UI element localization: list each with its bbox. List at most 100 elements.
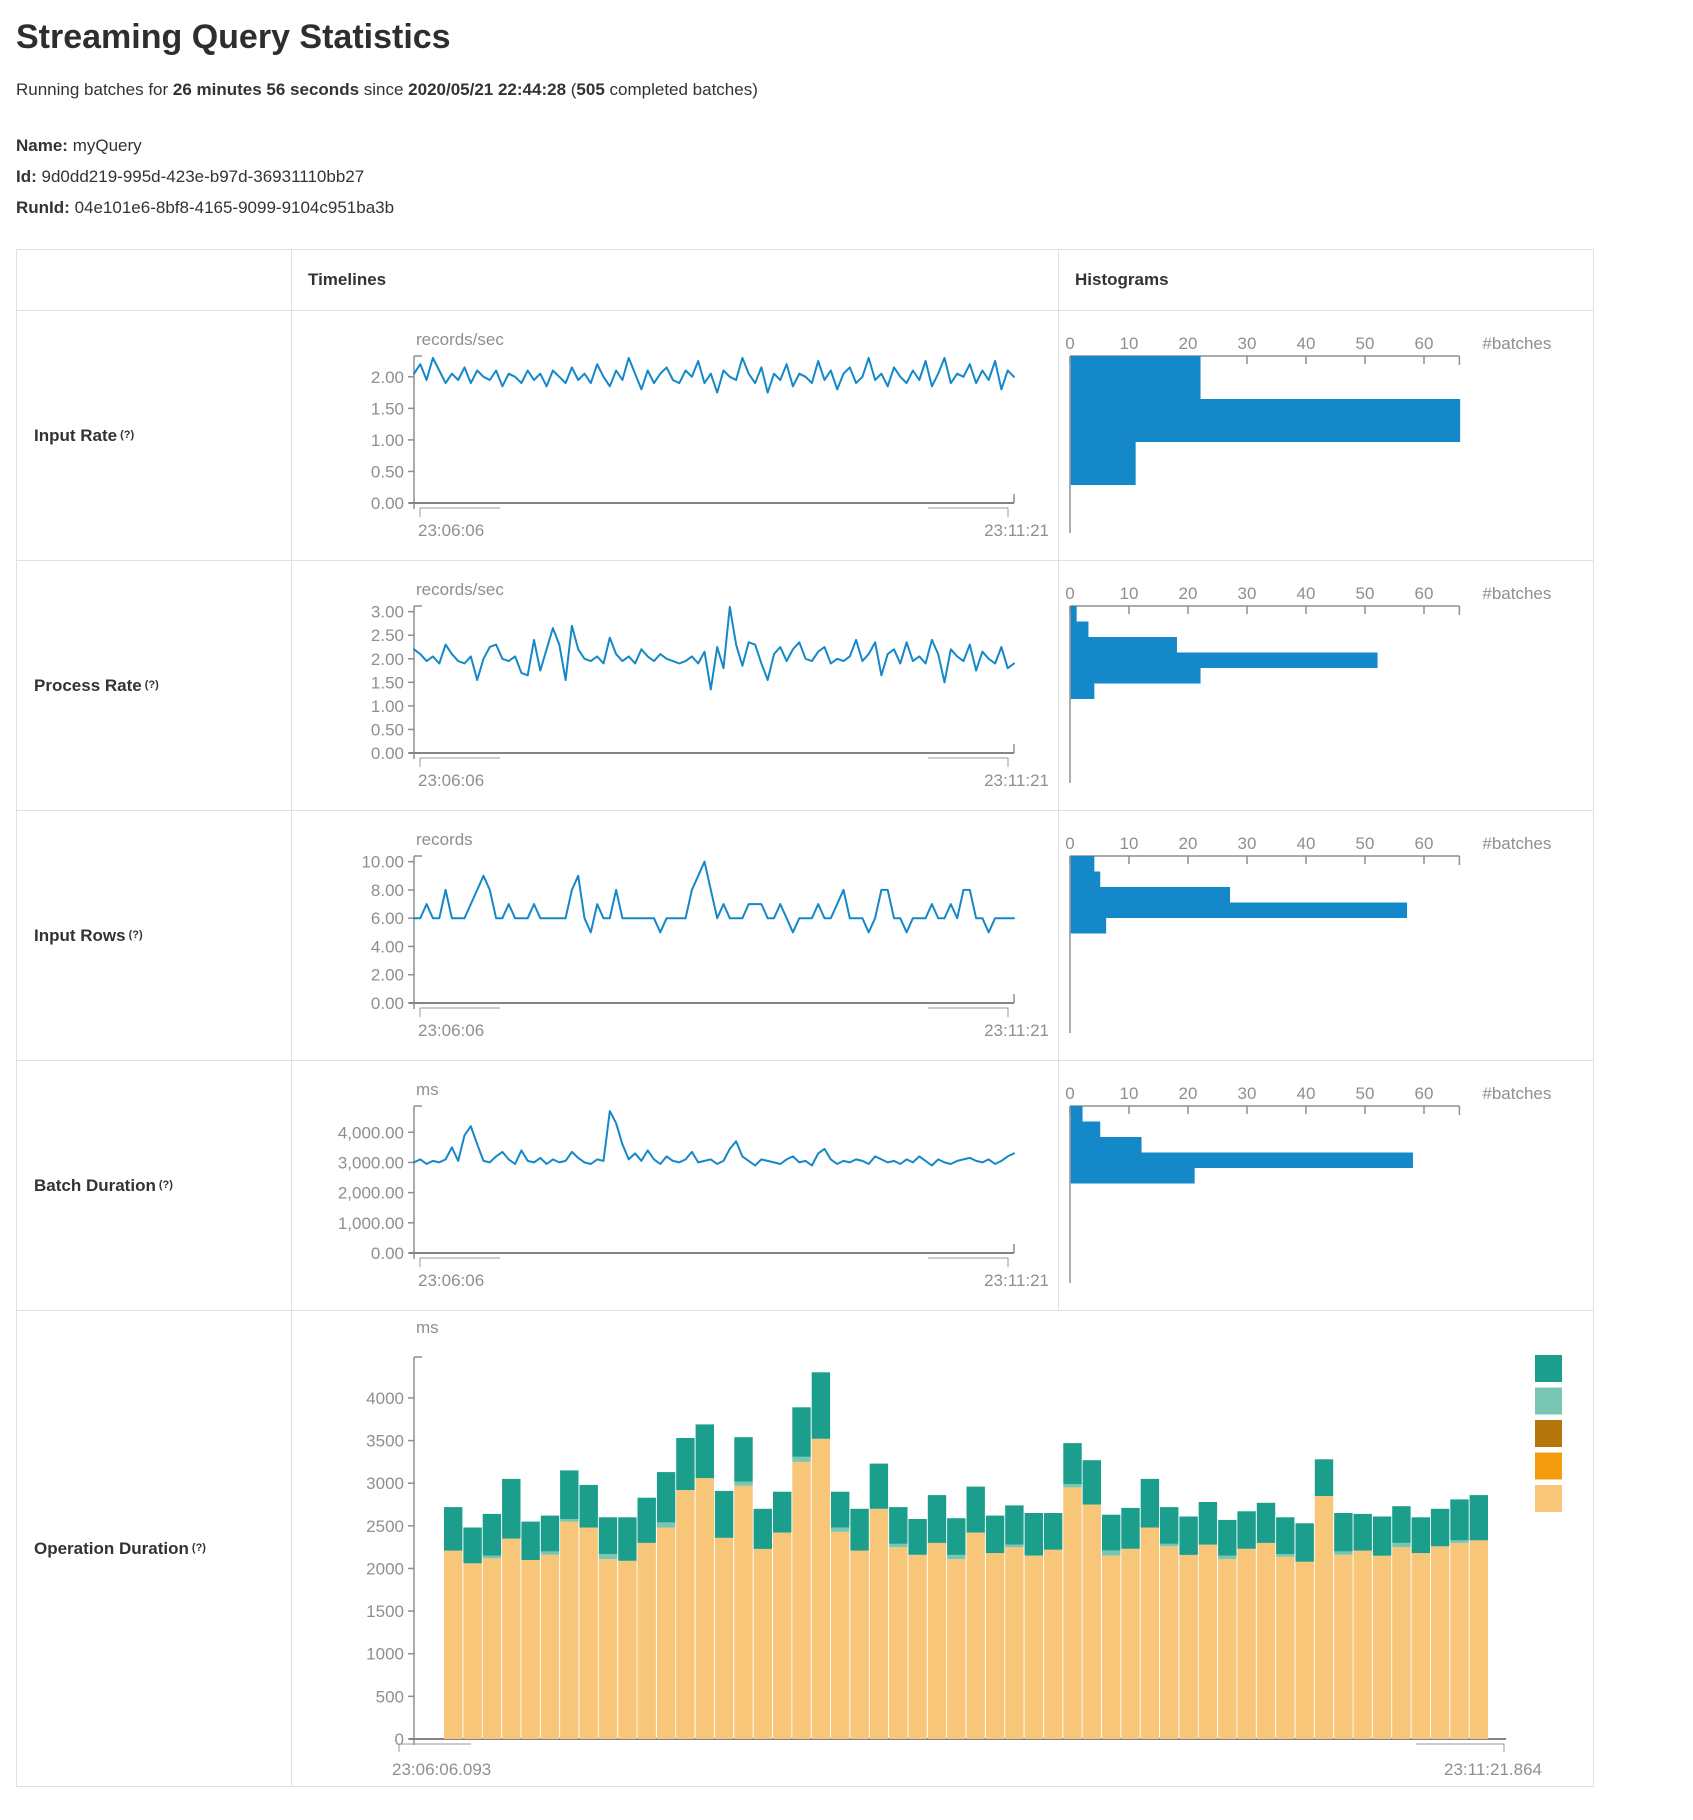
svg-text:3.00: 3.00 bbox=[371, 603, 404, 622]
svg-text:6.00: 6.00 bbox=[371, 909, 404, 928]
process-rate-help-icon[interactable]: (?) bbox=[144, 678, 159, 691]
header-empty-cell bbox=[17, 250, 292, 311]
svg-text:23:06:06.093: 23:06:06.093 bbox=[392, 1760, 491, 1779]
svg-text:20: 20 bbox=[1179, 1084, 1198, 1103]
svg-text:4,000.00: 4,000.00 bbox=[338, 1123, 404, 1142]
svg-text:#batches: #batches bbox=[1482, 334, 1551, 353]
input-rate-timeline-chart: records/sec 2.00 1.50 1.00 0.50 0.00 23:06:06 2… bbox=[371, 330, 1049, 540]
page-title: Streaming Query Statistics bbox=[16, 18, 451, 56]
query-runid-line: RunId: 04e101e6-8bf8-4165-9099-9104c951b… bbox=[16, 192, 1693, 223]
svg-text:60: 60 bbox=[1415, 334, 1434, 353]
batch-duration-timeline-cell: ms 4,000.00 3,000.00 2,000.00 1,000.00 0.00 23… bbox=[292, 1061, 1059, 1311]
svg-text:0.00: 0.00 bbox=[371, 494, 404, 513]
svg-text:2.00: 2.00 bbox=[371, 650, 404, 669]
svg-text:0.00: 0.00 bbox=[371, 994, 404, 1013]
svg-text:20: 20 bbox=[1179, 834, 1198, 853]
svg-text:1000: 1000 bbox=[366, 1645, 404, 1664]
svg-text:30: 30 bbox=[1238, 834, 1257, 853]
svg-text:10: 10 bbox=[1120, 1084, 1139, 1103]
svg-text:500: 500 bbox=[376, 1687, 404, 1706]
svg-text:2,000.00: 2,000.00 bbox=[338, 1184, 404, 1203]
row-label-batch-duration: Batch Duration (?) bbox=[17, 1061, 292, 1311]
svg-text:8.00: 8.00 bbox=[371, 881, 404, 900]
svg-text:23:06:06: 23:06:06 bbox=[418, 1271, 484, 1290]
running-batches-summary: Running batches for 26 minutes 56 second… bbox=[16, 80, 1693, 100]
svg-text:0: 0 bbox=[395, 1730, 404, 1749]
svg-text:1.00: 1.00 bbox=[371, 697, 404, 716]
header-timelines: Timelines bbox=[292, 250, 1059, 311]
svg-text:0: 0 bbox=[1065, 334, 1074, 353]
process-rate-timeline-chart: records/sec 3.00 2.50 2.00 1.50 1.00 0.50 0.00 2… bbox=[371, 580, 1049, 790]
header-histograms: Histograms bbox=[1059, 250, 1594, 311]
svg-text:#batches: #batches bbox=[1482, 1084, 1551, 1103]
svg-text:40: 40 bbox=[1297, 584, 1316, 603]
operation-duration-chart-cell: ms 4000 3500 3000 2500 2000 1500 1000 500 0 23:06:… bbox=[292, 1311, 1594, 1787]
svg-text:0.00: 0.00 bbox=[371, 744, 404, 763]
svg-text:40: 40 bbox=[1297, 334, 1316, 353]
summary-completed-count: 505 bbox=[576, 80, 605, 99]
svg-text:1.00: 1.00 bbox=[371, 431, 404, 450]
svg-text:0.00: 0.00 bbox=[371, 1244, 404, 1263]
summary-start-time: 2020/05/21 22:44:28 bbox=[408, 80, 567, 99]
svg-text:23:11:21: 23:11:21 bbox=[984, 521, 1049, 540]
svg-text:10: 10 bbox=[1120, 834, 1139, 853]
svg-text:23:11:21: 23:11:21 bbox=[984, 1021, 1049, 1040]
input-rate-help-icon[interactable]: (?) bbox=[120, 428, 135, 441]
input-rate-histogram-chart: 0 10 20 30 40 50 60 #batches bbox=[1065, 334, 1551, 533]
id-value: 9d0dd219-995d-423e-b97d-36931110bb27 bbox=[41, 167, 365, 186]
svg-text:1500: 1500 bbox=[366, 1602, 404, 1621]
input-rows-histogram-chart: 0 10 20 30 40 50 60 #batches bbox=[1065, 834, 1551, 1033]
svg-text:3,000.00: 3,000.00 bbox=[338, 1153, 404, 1172]
svg-text:30: 30 bbox=[1238, 584, 1257, 603]
svg-text:2.50: 2.50 bbox=[371, 626, 404, 645]
svg-text:40: 40 bbox=[1297, 834, 1316, 853]
svg-text:20: 20 bbox=[1179, 334, 1198, 353]
svg-text:10.00: 10.00 bbox=[361, 853, 404, 872]
operation-duration-help-icon[interactable]: (?) bbox=[191, 1541, 206, 1554]
row-label-input-rows: Input Rows (?) bbox=[17, 811, 292, 1061]
svg-text:0.50: 0.50 bbox=[371, 720, 404, 739]
svg-text:50: 50 bbox=[1356, 834, 1375, 853]
id-label: Id: bbox=[16, 167, 37, 186]
input-rows-timeline-cell: records 10.00 8.00 6.00 4.00 2.00 0.00 23:06:06… bbox=[292, 811, 1059, 1061]
summary-mid: since bbox=[359, 80, 409, 99]
svg-text:3000: 3000 bbox=[366, 1474, 404, 1493]
svg-text:4.00: 4.00 bbox=[371, 937, 404, 956]
batch-duration-help-icon[interactable]: (?) bbox=[158, 1178, 173, 1191]
input-rows-timeline-chart: records 10.00 8.00 6.00 4.00 2.00 0.00 23:06:06… bbox=[361, 830, 1049, 1040]
process-rate-timeline-cell: records/sec 3.00 2.50 2.00 1.50 1.00 0.50 0.00 2… bbox=[292, 561, 1059, 811]
svg-text:0: 0 bbox=[1065, 584, 1074, 603]
input-rows-histogram-cell: 0 10 20 30 40 50 60 #batches bbox=[1059, 811, 1594, 1061]
input-rows-help-icon[interactable]: (?) bbox=[128, 928, 143, 941]
svg-text:50: 50 bbox=[1356, 334, 1375, 353]
summary-paren: ( bbox=[566, 80, 577, 99]
svg-text:1.50: 1.50 bbox=[371, 673, 404, 692]
name-value: myQuery bbox=[72, 136, 142, 155]
summary-suffix: completed batches) bbox=[604, 80, 758, 99]
batch-duration-timeline-chart: ms 4,000.00 3,000.00 2,000.00 1,000.00 0.00 23… bbox=[338, 1080, 1049, 1290]
row-label-process-rate: Process Rate (?) bbox=[17, 561, 292, 811]
process-rate-histogram-cell: 0 10 20 30 40 50 60 #batches bbox=[1059, 561, 1594, 811]
svg-text:#batches: #batches bbox=[1482, 584, 1551, 603]
process-rate-histogram-chart: 0 10 20 30 40 50 60 #batches bbox=[1065, 584, 1551, 783]
svg-text:10: 10 bbox=[1120, 584, 1139, 603]
svg-text:60: 60 bbox=[1415, 834, 1434, 853]
svg-text:30: 30 bbox=[1238, 334, 1257, 353]
svg-text:2.00: 2.00 bbox=[371, 966, 404, 985]
svg-text:50: 50 bbox=[1356, 1084, 1375, 1103]
runid-value: 04e101e6-8bf8-4165-9099-9104c951ba3b bbox=[74, 198, 395, 217]
svg-text:30: 30 bbox=[1238, 1084, 1257, 1103]
svg-text:0.50: 0.50 bbox=[371, 462, 404, 481]
svg-text:2.00: 2.00 bbox=[371, 368, 404, 387]
svg-text:2500: 2500 bbox=[366, 1517, 404, 1536]
name-label: Name: bbox=[16, 136, 68, 155]
svg-text:#batches: #batches bbox=[1482, 834, 1551, 853]
query-name-line: Name: myQuery bbox=[16, 130, 1693, 161]
svg-text:23:06:06: 23:06:06 bbox=[418, 771, 484, 790]
input-rate-histogram-cell: 0 10 20 30 40 50 60 #batches bbox=[1059, 311, 1594, 561]
svg-text:0: 0 bbox=[1065, 1084, 1074, 1103]
row-label-operation-duration: Operation Duration (?) bbox=[17, 1311, 292, 1787]
svg-text:20: 20 bbox=[1179, 584, 1198, 603]
batch-duration-histogram-cell: 0 10 20 30 40 50 60 #batches bbox=[1059, 1061, 1594, 1311]
